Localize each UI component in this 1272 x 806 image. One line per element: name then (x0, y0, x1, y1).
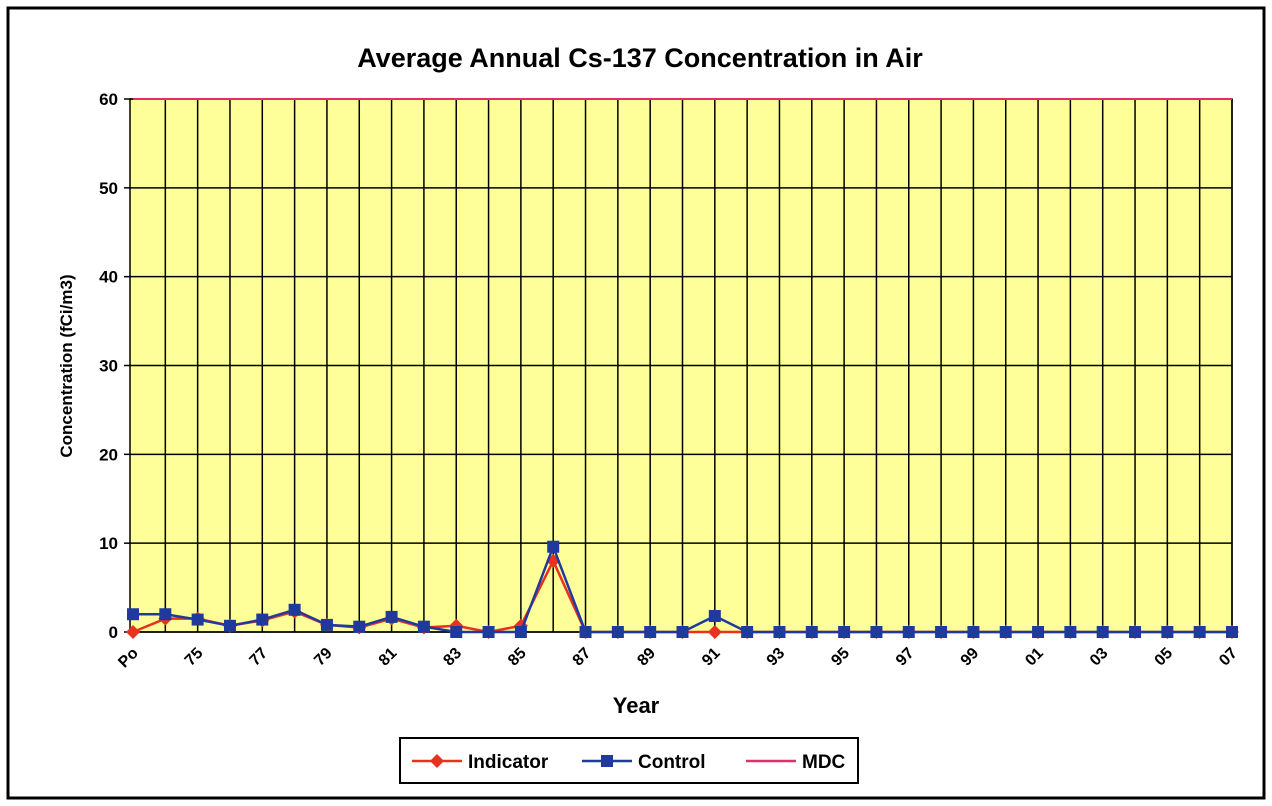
control-marker (1129, 626, 1142, 638)
control-marker (676, 626, 689, 638)
legend-label: MDC (802, 752, 846, 773)
y-tick-label: 20 (99, 445, 118, 464)
control-marker (191, 613, 204, 626)
control-marker (773, 626, 786, 638)
control-marker (450, 626, 463, 638)
control-marker (708, 610, 721, 623)
control-marker (1161, 626, 1174, 638)
y-tick-label: 40 (99, 268, 118, 287)
y-tick-label: 60 (99, 90, 118, 109)
legend-label: Control (638, 752, 706, 773)
control-marker (1193, 626, 1206, 638)
control-marker (417, 620, 430, 633)
legend-marker (601, 755, 613, 767)
control-marker (644, 626, 657, 638)
y-tick-label: 50 (99, 179, 118, 198)
y-tick-label: 0 (109, 623, 118, 642)
control-marker (482, 626, 495, 638)
control-marker (385, 610, 398, 623)
x-axis-label: Year (613, 693, 660, 718)
control-marker (870, 626, 883, 638)
legend-label: Indicator (468, 752, 549, 773)
legend-marker (430, 754, 444, 768)
control-marker (902, 626, 915, 638)
control-marker (1096, 626, 1109, 638)
control-marker (514, 626, 527, 638)
control-marker (1064, 626, 1077, 638)
control-marker (127, 608, 139, 621)
y-tick-label: 10 (99, 534, 118, 553)
control-marker (547, 540, 560, 553)
control-marker (320, 618, 333, 631)
indicator-marker (126, 625, 140, 639)
control-marker (288, 603, 301, 616)
control-marker (1226, 626, 1238, 638)
y-tick-label: 30 (99, 357, 118, 376)
control-marker (611, 626, 624, 638)
control-marker (579, 626, 592, 638)
control-marker (999, 626, 1012, 638)
control-marker (805, 626, 818, 638)
chart-title: Average Annual Cs-137 Concentration in A… (357, 43, 923, 73)
control-marker (353, 620, 366, 633)
control-marker (1032, 626, 1045, 638)
control-marker (967, 626, 980, 638)
y-axis-label: Concentration (fCi/m3) (57, 274, 76, 457)
control-marker (159, 608, 172, 621)
control-marker (256, 613, 269, 626)
control-marker (838, 626, 851, 638)
control-marker (741, 626, 754, 638)
indicator-marker (707, 625, 722, 639)
control-marker (935, 626, 948, 638)
control-marker (223, 619, 236, 632)
